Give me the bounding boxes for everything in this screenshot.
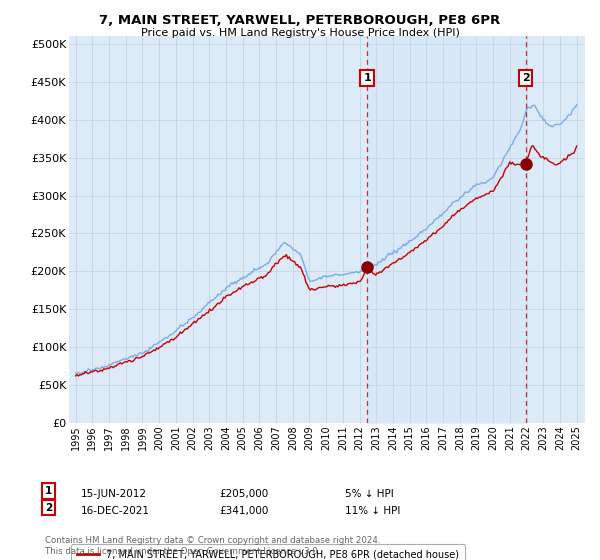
Text: 7, MAIN STREET, YARWELL, PETERBOROUGH, PE8 6PR: 7, MAIN STREET, YARWELL, PETERBOROUGH, P… [100,14,500,27]
Text: 1: 1 [363,73,371,83]
Text: 2: 2 [45,503,52,513]
Text: 2: 2 [522,73,530,83]
Text: £341,000: £341,000 [219,506,268,516]
Text: 5% ↓ HPI: 5% ↓ HPI [345,489,394,499]
Text: 11% ↓ HPI: 11% ↓ HPI [345,506,400,516]
Text: Price paid vs. HM Land Registry's House Price Index (HPI): Price paid vs. HM Land Registry's House … [140,28,460,38]
Text: 16-DEC-2021: 16-DEC-2021 [81,506,150,516]
Text: £205,000: £205,000 [219,489,268,499]
Legend: 7, MAIN STREET, YARWELL, PETERBOROUGH, PE8 6PR (detached house), HPI: Average pr: 7, MAIN STREET, YARWELL, PETERBOROUGH, P… [71,544,465,560]
Text: 1: 1 [45,486,52,496]
Text: Contains HM Land Registry data © Crown copyright and database right 2024.
This d: Contains HM Land Registry data © Crown c… [45,536,380,556]
Text: 15-JUN-2012: 15-JUN-2012 [81,489,147,499]
